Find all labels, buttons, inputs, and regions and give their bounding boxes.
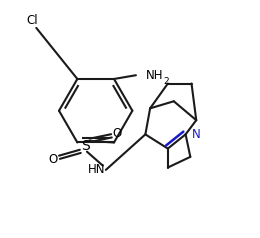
Text: O: O (112, 127, 122, 140)
Text: O: O (48, 153, 58, 166)
Text: NH: NH (145, 69, 163, 82)
Text: N: N (192, 128, 201, 141)
Text: S: S (81, 139, 89, 153)
Text: HN: HN (88, 163, 106, 176)
Text: 2: 2 (163, 77, 169, 86)
Text: Cl: Cl (26, 14, 38, 27)
